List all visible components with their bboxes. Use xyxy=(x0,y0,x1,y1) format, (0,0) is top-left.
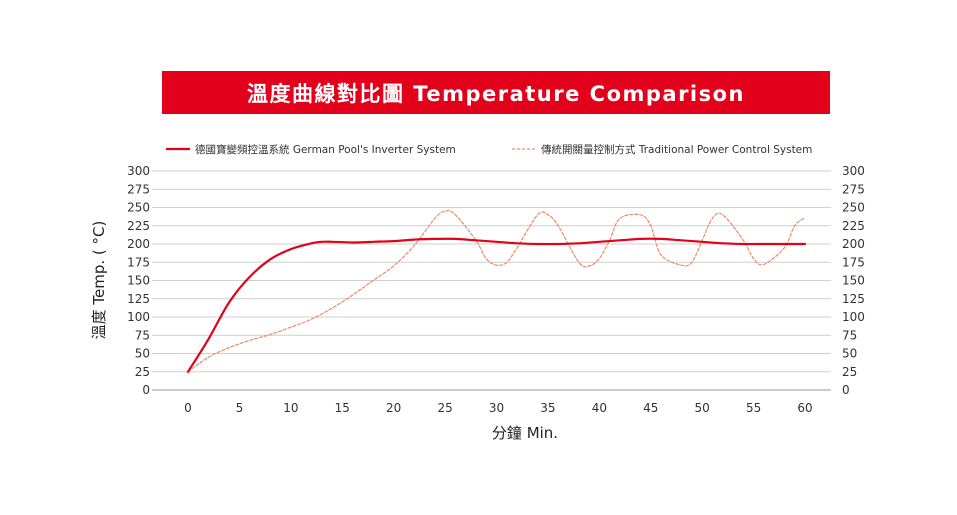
x-tick-label: 45 xyxy=(643,401,658,415)
y-tick-label: 75 xyxy=(135,328,150,342)
x-tick-label: 40 xyxy=(592,401,607,415)
legend-label-inverter: 德國寶變頻控溫系統 German Pool's Inverter System xyxy=(195,143,456,156)
x-tick-label: 5 xyxy=(236,401,244,415)
y-tick-label: 275 xyxy=(127,182,150,196)
x-tick-label: 60 xyxy=(797,401,812,415)
x-tick-label: 0 xyxy=(184,401,192,415)
x-tick-labels: 0 5 10 15 20 25 30 35 40 45 50 55 60 xyxy=(184,401,812,415)
y-tick-label: 0 xyxy=(142,383,150,397)
y-tick-label: 150 xyxy=(127,274,150,288)
legend: 德國寶變頻控溫系統 German Pool's Inverter System … xyxy=(166,143,812,156)
y-tick-label: 25 xyxy=(135,365,150,379)
y-tick-labels-left: 0 25 50 75 100 125 150 175 200 225 250 275 300 xyxy=(127,164,150,397)
y-tick-label: 300 xyxy=(842,164,865,178)
y-tick-label: 275 xyxy=(842,182,865,196)
y-tick-labels-right: 0 25 50 75 100 125 150 175 200 225 250 275 300 xyxy=(842,164,865,397)
y-tick-label: 200 xyxy=(842,237,865,251)
y-tick-label: 225 xyxy=(842,219,865,233)
x-tick-label: 15 xyxy=(335,401,350,415)
x-tick-label: 25 xyxy=(437,401,452,415)
y-tick-label: 200 xyxy=(127,237,150,251)
y-tick-label: 0 xyxy=(842,383,850,397)
x-tick-label: 55 xyxy=(746,401,761,415)
grid-lines xyxy=(152,170,831,391)
y-tick-label: 75 xyxy=(842,328,857,342)
series-line-inverter xyxy=(186,237,807,373)
series-line-traditional xyxy=(187,210,806,373)
x-tick-label: 20 xyxy=(386,401,401,415)
y-tick-label: 100 xyxy=(127,310,150,324)
x-tick-label: 30 xyxy=(489,401,504,415)
x-axis-title: 分鐘 Min. xyxy=(492,424,558,442)
x-tick-label: 10 xyxy=(283,401,298,415)
y-tick-label: 50 xyxy=(842,347,857,361)
y-tick-label: 175 xyxy=(842,255,865,269)
series-lines xyxy=(186,210,807,373)
y-tick-label: 50 xyxy=(135,347,150,361)
y-tick-label: 125 xyxy=(842,292,865,306)
legend-label-traditional: 傳統開關量控制方式 Traditional Power Control Syst… xyxy=(541,143,812,156)
y-tick-label: 225 xyxy=(127,219,150,233)
chart-title: 溫度曲線對比圖 Temperature Comparison xyxy=(162,71,830,114)
y-tick-label: 300 xyxy=(127,164,150,178)
y-tick-label: 250 xyxy=(842,201,865,215)
y-tick-label: 125 xyxy=(127,292,150,306)
y-tick-label: 100 xyxy=(842,310,865,324)
x-tick-label: 35 xyxy=(540,401,555,415)
y-axis-title: 溫度 Temp. ( °C) xyxy=(90,221,108,340)
y-tick-label: 250 xyxy=(127,201,150,215)
x-tick-label: 50 xyxy=(695,401,710,415)
y-tick-label: 25 xyxy=(842,365,857,379)
y-tick-label: 175 xyxy=(127,255,150,269)
y-tick-label: 150 xyxy=(842,274,865,288)
